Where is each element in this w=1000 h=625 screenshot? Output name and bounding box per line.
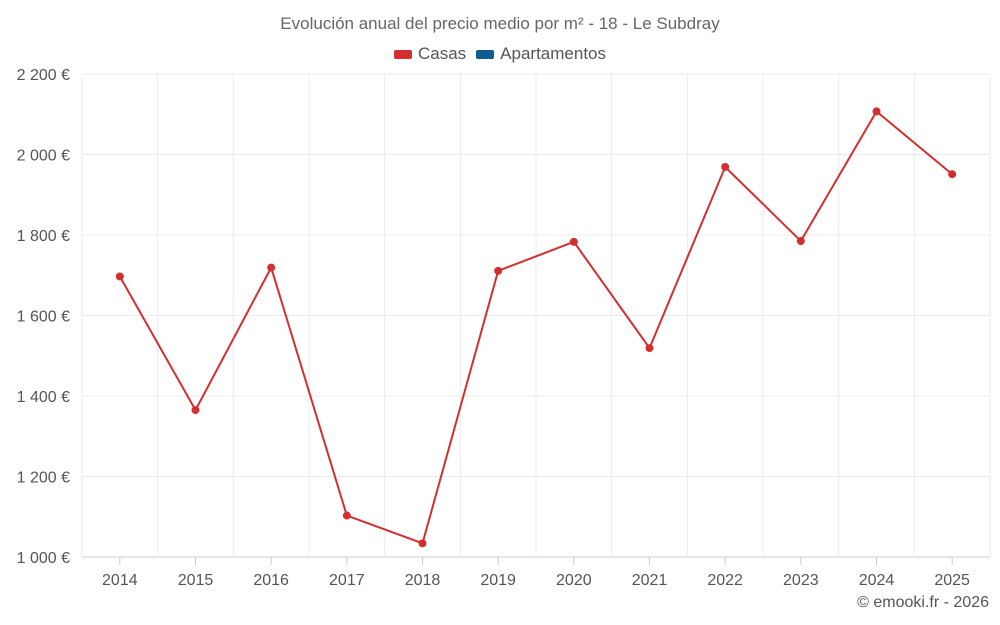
y-tick-label: 1 600 € xyxy=(17,309,70,326)
data-point-casas-2022 xyxy=(721,162,730,171)
data-point-casas-2019 xyxy=(494,266,503,275)
legend-label-apartamentos: Apartamentos xyxy=(500,44,607,63)
y-tick-label: 1 200 € xyxy=(17,470,70,487)
chart-title: Evolución anual del precio medio por m² … xyxy=(280,14,720,33)
legend-swatch-apartamentos xyxy=(476,49,495,59)
y-tick-label: 2 000 € xyxy=(17,148,70,165)
x-tick-label: 2021 xyxy=(632,572,668,589)
x-tick-label: 2024 xyxy=(859,572,895,589)
legend-item-casas[interactable]: Casas xyxy=(393,44,467,64)
x-tick-label: 2022 xyxy=(707,572,743,589)
x-tick-label: 2025 xyxy=(934,572,970,589)
data-point-casas-2021 xyxy=(645,344,654,353)
data-point-casas-2020 xyxy=(569,237,578,246)
series-line-casas xyxy=(118,110,953,545)
x-tick-label: 2014 xyxy=(102,572,138,589)
data-point-casas-2023 xyxy=(796,237,805,246)
x-tick-label: 2023 xyxy=(783,572,819,589)
x-tick-label: 2018 xyxy=(405,572,441,589)
y-tick-label: 2 200 € xyxy=(17,67,70,84)
legend-swatch-casas xyxy=(393,49,412,59)
y-tick-label: 1 800 € xyxy=(17,228,70,245)
legend-label-casas: Casas xyxy=(417,44,467,63)
x-tick-label: 2015 xyxy=(178,572,214,589)
x-tick-label: 2020 xyxy=(556,572,592,589)
data-point-casas-2017 xyxy=(342,511,351,520)
data-point-casas-2024 xyxy=(872,107,881,116)
chart-legend: Casas Apartamentos xyxy=(0,44,1000,64)
y-tick-label: 1 400 € xyxy=(17,389,70,406)
data-point-casas-2016 xyxy=(267,263,276,272)
x-tick-label: 2019 xyxy=(480,572,516,589)
y-tick-label: 1 000 € xyxy=(17,550,70,567)
data-point-casas-2025 xyxy=(948,170,957,179)
data-point-casas-2014 xyxy=(115,272,124,281)
data-point-casas-2018 xyxy=(418,539,427,548)
x-tick-label: 2016 xyxy=(253,572,289,589)
data-point-casas-2015 xyxy=(191,406,200,415)
legend-item-apartamentos[interactable]: Apartamentos xyxy=(476,44,606,64)
x-tick-label: 2017 xyxy=(329,572,365,589)
chart-credit: © emooki.fr - 2026 xyxy=(857,594,989,611)
